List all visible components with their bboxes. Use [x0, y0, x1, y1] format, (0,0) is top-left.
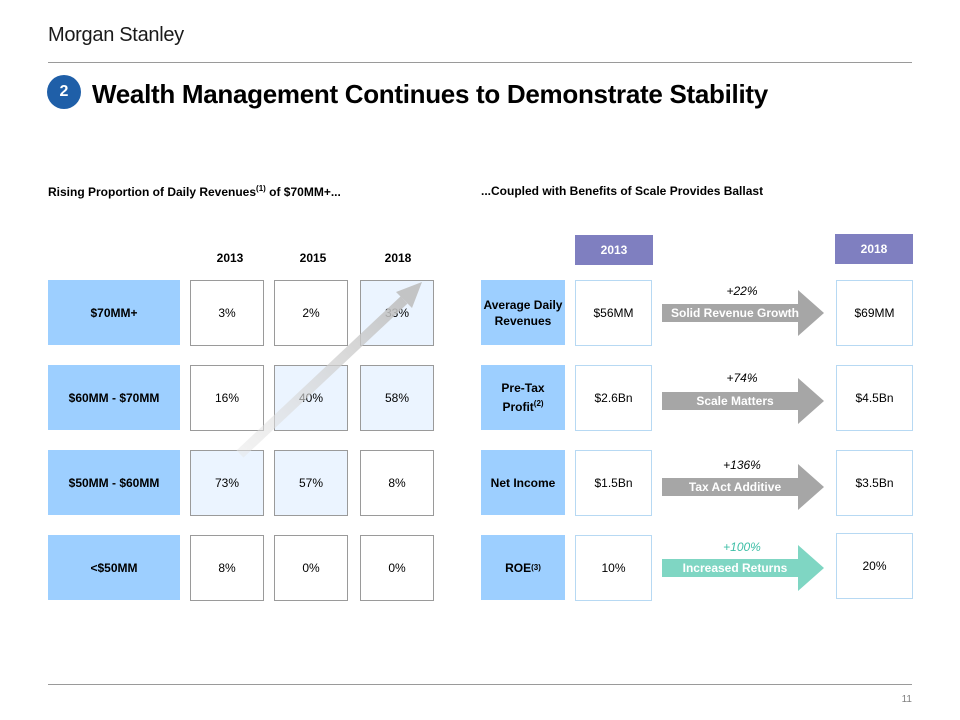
cell-60-70mm-2013: 16%	[190, 365, 264, 431]
row-label-50-60mm: $50MM - $60MM	[48, 450, 180, 515]
value-2013-roe: 10%	[575, 535, 652, 601]
value-2018-pretax-profit: $4.5Bn	[836, 365, 913, 431]
metric-label-roe: ROE (3)	[481, 535, 565, 600]
logo: Morgan Stanley	[48, 24, 184, 46]
left-subtitle: Rising Proportion of Daily Revenues(1) o…	[48, 184, 341, 199]
cell-70mm-2013: 3%	[190, 280, 264, 346]
cell-under-50mm-2013: 8%	[190, 535, 264, 601]
row-label-60-70mm: $60MM - $70MM	[48, 365, 180, 430]
change-net-income: +136%	[723, 458, 761, 472]
left-subtitle-suffix: of $70MM+...	[265, 185, 341, 199]
cell-50-60mm-2015: 57%	[274, 450, 348, 516]
left-subtitle-text: Rising Proportion of Daily Revenues	[48, 185, 257, 199]
growth-arrow-net-income: Tax Act Additive	[662, 464, 824, 510]
growth-arrow-revenue: Solid Revenue Growth	[662, 290, 824, 336]
cell-70mm-2015: 2%	[274, 280, 348, 346]
year-2013-header: 2013	[216, 251, 244, 265]
metric-label-text: Pre-Tax Profit	[501, 381, 545, 414]
trend-arrow-icon	[236, 282, 422, 458]
footnote-3: (3)	[531, 562, 541, 572]
value-2018-net-income: $3.5Bn	[836, 450, 913, 516]
value-2013-pretax-profit: $2.6Bn	[575, 365, 652, 431]
footer-divider	[48, 684, 912, 685]
arrow-right-icon	[662, 290, 824, 336]
arrow-label: Scale Matters	[696, 394, 774, 408]
year-header-2013: 2013	[575, 235, 653, 265]
growth-arrow-roe: Increased Returns	[662, 545, 824, 591]
year-2018-header: 2018	[384, 251, 412, 265]
cell-under-50mm-2015: 0%	[274, 535, 348, 601]
row-label-under-50mm: <$50MM	[48, 535, 180, 600]
arrow-label: Tax Act Additive	[688, 480, 782, 494]
right-subtitle: ...Coupled with Benefits of Scale Provid…	[481, 184, 764, 198]
footnote-1: (1)	[256, 184, 266, 193]
change-avg-daily-revenues: +22%	[726, 284, 758, 298]
value-2013-net-income: $1.5Bn	[575, 450, 652, 516]
row-label-70mm-plus: $70MM+	[48, 280, 180, 345]
header-divider	[48, 62, 912, 63]
page-title: Wealth Management Continues to Demonstra…	[92, 79, 768, 109]
cell-under-50mm-2018: 0%	[360, 535, 434, 601]
value-2013-avg-daily-revenues: $56MM	[575, 280, 652, 346]
arrow-right-icon	[662, 378, 824, 424]
arrow-label: Increased Returns	[682, 561, 788, 575]
growth-arrow-pretax: Scale Matters	[662, 378, 824, 424]
change-roe: +100%	[723, 540, 761, 554]
change-pretax-profit: +74%	[726, 371, 758, 385]
year-2015-header: 2015	[299, 251, 327, 265]
arrow-right-icon	[662, 545, 824, 591]
metric-label-avg-daily-revenues: Average Daily Revenues	[481, 280, 565, 345]
cell-60-70mm-2018: 58%	[360, 365, 434, 431]
section-badge: 2	[47, 75, 81, 109]
year-header-2018: 2018	[835, 234, 913, 264]
cell-50-60mm-2018: 8%	[360, 450, 434, 516]
metric-label-pretax-profit: Pre-Tax Profit(2)	[481, 365, 565, 430]
cell-50-60mm-2013: 73%	[190, 450, 264, 516]
metric-label-text: ROE	[505, 560, 532, 575]
metric-label-net-income: Net Income	[481, 450, 565, 515]
arrow-label: Solid Revenue Growth	[670, 306, 799, 320]
arrow-right-icon	[662, 464, 824, 510]
page-number: 11	[901, 694, 912, 705]
footnote-2: (2)	[533, 399, 544, 408]
value-2018-roe: 20%	[836, 533, 913, 599]
metric-label-text: Net Income	[490, 475, 556, 490]
metric-label-text: Average Daily Revenues	[483, 297, 563, 328]
value-2018-avg-daily-revenues: $69MM	[836, 280, 913, 346]
